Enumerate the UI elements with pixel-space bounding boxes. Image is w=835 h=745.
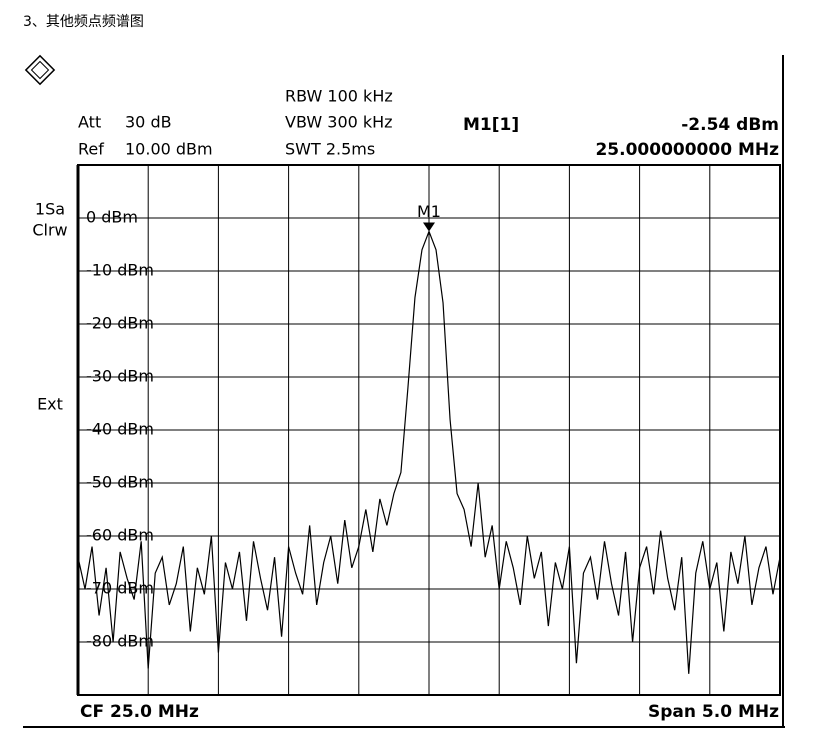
y-tick-label: -80 dBm bbox=[86, 632, 154, 651]
marker-frequency: 25.000000000 MHz bbox=[595, 140, 779, 160]
side-label: Ext bbox=[37, 395, 63, 414]
heading: 3、其他频点频谱图 bbox=[23, 14, 144, 30]
marker bbox=[423, 222, 435, 232]
y-tick-label: 0 dBm bbox=[86, 208, 138, 227]
marker-level: -2.54 dBm bbox=[681, 115, 779, 135]
swt: SWT 2.5ms bbox=[285, 140, 375, 159]
center-frequency: CF 25.0 MHz bbox=[80, 702, 199, 722]
logo-diamond bbox=[24, 54, 56, 86]
y-tick-label: -20 dBm bbox=[86, 314, 154, 333]
y-tick-label: -50 dBm bbox=[86, 473, 154, 492]
side-label: 1Sa bbox=[35, 200, 65, 219]
ref-value: 10.00 dBm bbox=[125, 140, 213, 159]
att-label: Att bbox=[78, 113, 101, 132]
rbw: RBW 100 kHz bbox=[285, 87, 393, 106]
y-tick-label: -10 dBm bbox=[86, 261, 154, 280]
vbw: VBW 300 kHz bbox=[285, 113, 393, 132]
logo bbox=[24, 54, 56, 86]
y-tick-label: -60 dBm bbox=[86, 526, 154, 545]
logo-inner bbox=[30, 60, 50, 80]
marker-name: M1[1] bbox=[463, 115, 519, 135]
y-tick-label: -30 dBm bbox=[86, 367, 154, 386]
ref-label: Ref bbox=[78, 140, 104, 159]
side-label: Clrw bbox=[32, 221, 67, 240]
att-value: 30 dB bbox=[125, 113, 172, 132]
span: Span 5.0 MHz bbox=[648, 702, 779, 722]
y-tick-label: -40 dBm bbox=[86, 420, 154, 439]
marker-label: M1 bbox=[417, 202, 441, 221]
